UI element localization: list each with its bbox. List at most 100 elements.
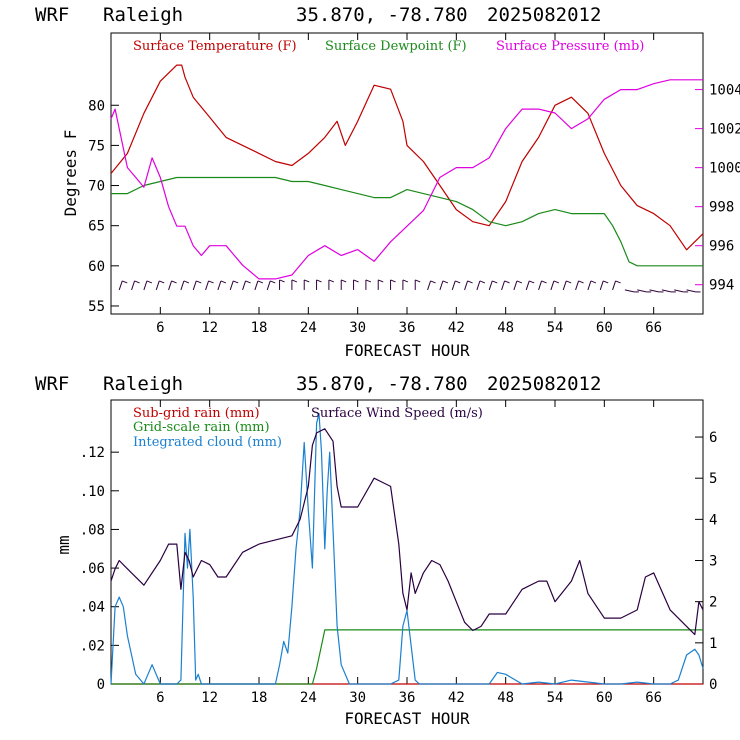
y2-tick-label: 3 — [709, 554, 717, 570]
x-tick-label: 6 — [156, 320, 164, 336]
legend-pressure: Surface Pressure (mb) — [496, 39, 644, 54]
wind-barb — [439, 280, 449, 291]
y2-tick-label: 5 — [709, 471, 717, 487]
wind-barb — [377, 279, 384, 290]
wind-barb — [353, 279, 359, 290]
wind-barb — [414, 279, 421, 290]
x-tick-label: 54 — [547, 690, 564, 706]
series-surface-temperature-f — [110, 64, 704, 251]
wind-barb — [143, 280, 153, 291]
wind-barb — [205, 280, 214, 291]
wind-barb — [587, 280, 597, 291]
y2-axis-ticks: 0 1 2 3 4 5 6 — [695, 430, 717, 693]
y-axis-label: mm — [54, 535, 73, 554]
wind-barb — [513, 280, 523, 291]
y-tick-label: 55 — [88, 299, 105, 315]
wind-barb — [192, 280, 202, 291]
wind-barb — [649, 289, 664, 293]
x-tick-label: 60 — [596, 690, 613, 706]
header-run: 2025082012 — [487, 373, 601, 395]
wind-barb — [328, 279, 335, 290]
header-site: Raleigh — [103, 4, 183, 26]
y2-tick-label: 1002 — [709, 122, 740, 138]
wind-barb — [612, 280, 621, 291]
legend-dewpoint: Surface Dewpoint (F) — [325, 39, 467, 54]
wind-barb — [599, 280, 609, 291]
wind-barb — [254, 280, 264, 291]
header-coords: 35.870, -78.780 — [296, 4, 468, 26]
wind-barb — [291, 279, 298, 290]
x-tick-label: 48 — [497, 320, 514, 336]
wind-barb — [674, 289, 689, 293]
x-tick-label: 12 — [201, 690, 218, 706]
wind-barb — [340, 279, 347, 290]
wind-barb — [168, 280, 177, 291]
x-tick-label: 24 — [300, 690, 317, 706]
wind-barb — [464, 280, 473, 291]
series-lines — [110, 64, 704, 280]
x-tick-label: 42 — [448, 320, 465, 336]
series-lines — [110, 412, 704, 685]
x-tick-label: 66 — [645, 690, 662, 706]
header-run: 2025082012 — [487, 4, 601, 26]
precipitation-panel: WRF Raleigh 35.870, -78.780 2025082012 6… — [35, 373, 717, 728]
x-tick-label: 18 — [251, 320, 268, 336]
x-tick-label: 6 — [156, 690, 164, 706]
series-surface-dewpoint-f — [111, 176, 703, 267]
wind-barb — [242, 280, 251, 291]
x-axis-label: FORECAST HOUR — [344, 341, 470, 360]
wind-barb — [538, 280, 547, 291]
wind-barb — [575, 280, 584, 291]
wind-barb — [266, 280, 276, 291]
y-axis-ticks: 55 60 65 70 75 80 — [88, 98, 119, 315]
y-tick-label: 70 — [88, 179, 105, 195]
wind-barb — [180, 280, 190, 291]
y2-tick-label: 1000 — [709, 161, 740, 177]
y-tick-label: .10 — [80, 484, 105, 500]
wind-barb — [624, 289, 639, 293]
wind-barb — [488, 280, 498, 291]
x-tick-label: 12 — [201, 320, 218, 336]
wind-barb — [661, 289, 676, 293]
y-tick-label: .12 — [80, 445, 105, 461]
wind-barb — [118, 280, 128, 291]
wind-barb — [562, 280, 572, 291]
y2-tick-label: 2 — [709, 595, 717, 611]
wind-barb — [501, 280, 510, 291]
wind-barb — [279, 279, 285, 290]
wind-barb — [637, 289, 652, 293]
legend-gridscale-rain: Grid-scale rain (mm) — [133, 420, 270, 435]
header-site: Raleigh — [103, 373, 183, 395]
y-axis-ticks: 0 .02 .04 .06 .08 .10 .12 — [80, 445, 119, 693]
series-surface-wind-speed-m-s — [110, 428, 704, 636]
y2-tick-label: 1 — [709, 636, 717, 652]
x-tick-label: 66 — [645, 320, 662, 336]
x-tick-label: 42 — [448, 690, 465, 706]
legend-wind-speed: Surface Wind Speed (m/s) — [311, 406, 483, 421]
series-grid-scale-rain-mm — [111, 629, 703, 685]
series-surface-pressure-mb — [110, 79, 703, 280]
wind-barb — [155, 280, 165, 291]
y-tick-label: 75 — [88, 138, 105, 154]
y2-tick-label: 994 — [709, 278, 734, 294]
y-tick-label: 0 — [97, 677, 105, 693]
legend-temperature: Surface Temperature (F) — [133, 39, 297, 54]
y2-tick-label: 1004 — [709, 83, 740, 99]
wind-barb — [303, 279, 310, 290]
x-tick-label: 54 — [547, 320, 564, 336]
y-tick-label: .04 — [80, 600, 105, 616]
wind-barb — [550, 280, 560, 291]
wind-barb — [365, 279, 372, 290]
y2-tick-label: 4 — [709, 512, 717, 528]
header-model: WRF — [35, 373, 69, 395]
y-tick-label: .06 — [80, 561, 105, 577]
header-coords: 35.870, -78.780 — [296, 373, 468, 395]
y2-tick-label: 996 — [709, 239, 734, 255]
wind-barb — [476, 280, 486, 291]
y2-axis-ticks: 994 996 998 1000 1002 1004 — [695, 83, 740, 294]
wind-barb — [316, 279, 322, 290]
y2-tick-label: 6 — [709, 430, 717, 446]
wind-barb — [217, 280, 227, 291]
series-integrated-cloud-mm — [110, 412, 704, 685]
